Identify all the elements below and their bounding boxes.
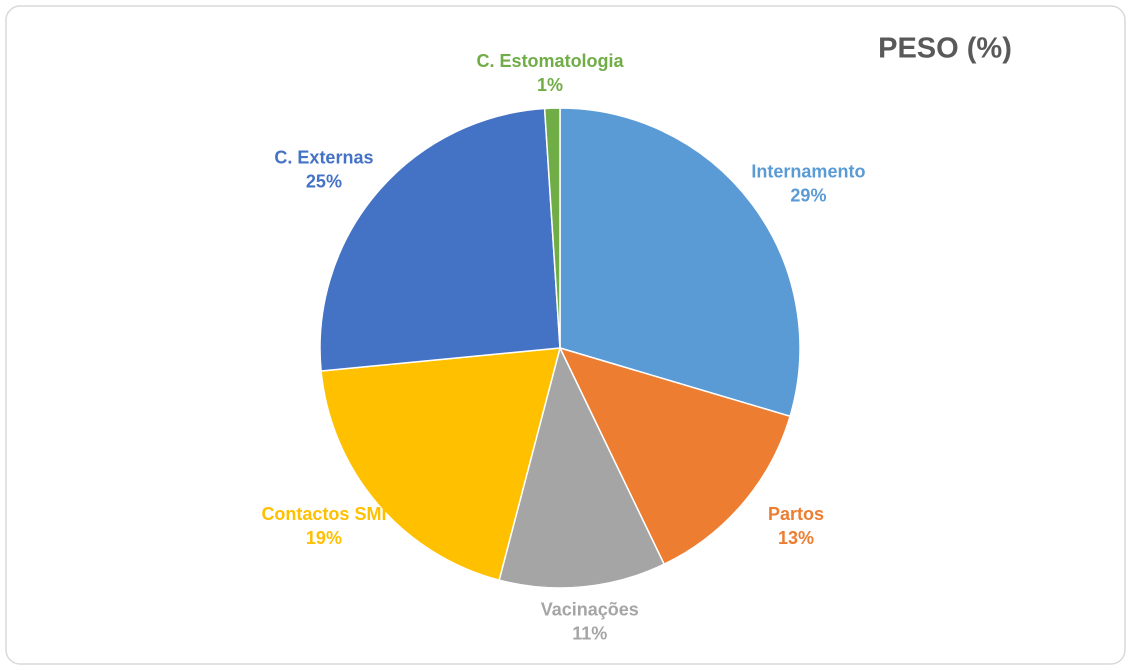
slice-label: Internamento	[751, 161, 865, 181]
pie-slice	[558, 346, 792, 566]
pie-slice	[319, 107, 561, 372]
pie-slice	[543, 107, 561, 349]
slice-value-label: 11%	[572, 623, 607, 643]
pie-slice	[559, 107, 801, 418]
slice-label: Partos	[768, 504, 824, 524]
pie-slice	[498, 345, 666, 589]
slice-label: Contactos SMI	[261, 504, 386, 524]
slice-value-label: 1%	[537, 75, 563, 95]
slice-value-label: 29%	[790, 185, 826, 205]
slice-value-label: 13%	[778, 528, 814, 548]
chart-title: PESO (%)	[878, 33, 1012, 65]
slice-label: C. Estomatologia	[477, 51, 625, 71]
slice-label: C. Externas	[274, 147, 373, 167]
pie-slice	[320, 347, 561, 582]
slice-value-label: 25%	[306, 171, 342, 191]
slice-label: Vacinações	[541, 599, 639, 619]
slice-value-label: 19%	[306, 528, 342, 548]
